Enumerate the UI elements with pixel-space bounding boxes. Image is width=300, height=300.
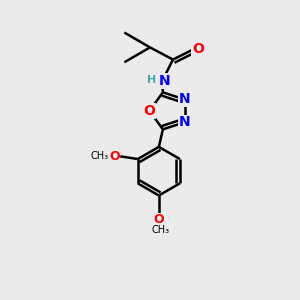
Text: O: O [143, 104, 155, 118]
Text: CH₃: CH₃ [91, 151, 109, 161]
Text: O: O [154, 213, 164, 226]
Text: O: O [109, 150, 120, 163]
Text: CH₃: CH₃ [151, 225, 169, 235]
Text: O: O [192, 42, 204, 56]
Text: N: N [179, 92, 190, 106]
Text: H: H [147, 75, 157, 85]
Text: N: N [179, 115, 190, 129]
Text: N: N [158, 74, 170, 88]
